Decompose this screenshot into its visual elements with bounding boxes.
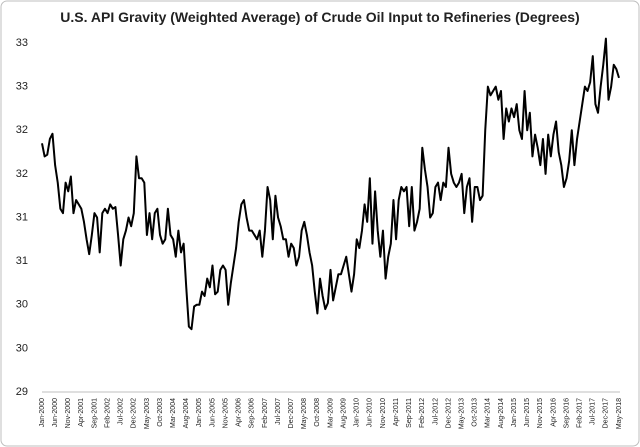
x-tick-label: Feb-2012 [419,398,426,428]
x-tick-label: Apr-2011 [393,398,400,426]
x-tick-label: Sep-2016 [563,398,570,428]
x-tick-label: Jul-2017 [590,398,597,425]
x-tick-label: Jul-2012 [432,398,439,425]
y-tick-label: 33 [16,37,28,49]
x-tick-label: May-2018 [616,398,623,429]
x-tick-label: Jul-2002 [118,398,125,425]
x-tick-label: Aug-2004 [183,398,190,428]
x-tick-label: Sep-2006 [249,398,256,428]
x-tick-label: Oct-2013 [472,398,479,427]
y-tick-label: 32 [16,168,28,180]
x-tick-label: Jul-2007 [275,398,282,425]
x-tick-label: May-2008 [301,398,308,429]
x-tick-label: Dec-2017 [603,398,610,428]
x-tick-label: Jan-2010 [354,398,361,427]
x-tick-label: Mar-2009 [327,398,334,428]
x-tick-label: Jan-2000 [39,398,46,427]
x-tick-label: Aug-2014 [498,398,505,428]
y-tick-label: 32 [16,124,28,136]
x-tick-label: Nov-2005 [222,398,229,428]
x-tick-label: Mar-2004 [170,398,177,428]
x-tick-label: Jan-2015 [511,398,518,427]
x-tick-label: Feb-2017 [577,398,584,428]
y-tick-label: 29 [16,386,28,398]
x-tick-label: Apr-2001 [78,398,85,427]
x-tick-label: Nov-2000 [65,398,72,428]
x-tick-label: Apr-2006 [236,398,243,427]
y-tick-label: 30 [16,342,28,354]
x-tick-label: Nov-2010 [380,398,387,428]
x-tick-label: Dec-2012 [445,398,452,428]
x-tick-label: Jun-2005 [209,398,216,427]
y-tick-label: 31 [16,211,28,223]
x-tick-label: Dec-2002 [131,398,138,428]
x-tick-label: May-2003 [144,398,151,429]
y-tick-label: 31 [16,255,28,267]
y-tick-label: 33 [16,81,28,93]
x-tick-label: Sep-2001 [91,398,98,428]
x-tick-label: Nov-2015 [537,398,544,428]
x-tick-label: Mar-2014 [485,398,492,428]
x-tick-label: Dec-2007 [288,398,295,428]
x-tick-label: May-2013 [458,398,465,429]
x-tick-label: Feb-2002 [104,398,111,428]
x-tick-label: Feb-2007 [262,398,269,428]
x-tick-label: Jan-2005 [196,398,203,427]
x-tick-label: Aug-2009 [340,398,347,428]
data-line [41,37,620,331]
x-tick-label: Jun-2015 [524,398,531,427]
x-tick-label: Oct-2003 [157,398,164,427]
y-tick-label: 30 [16,299,28,311]
x-tick-label: Apr-2016 [550,398,557,427]
x-tick-label: Oct-2008 [314,398,321,427]
x-tick-label: Sep-2011 [406,398,413,428]
x-tick-label: Jun-2000 [52,398,59,427]
x-tick-label: Jun-2010 [367,398,374,427]
chart-title: U.S. API Gravity (Weighted Average) of C… [60,9,579,25]
